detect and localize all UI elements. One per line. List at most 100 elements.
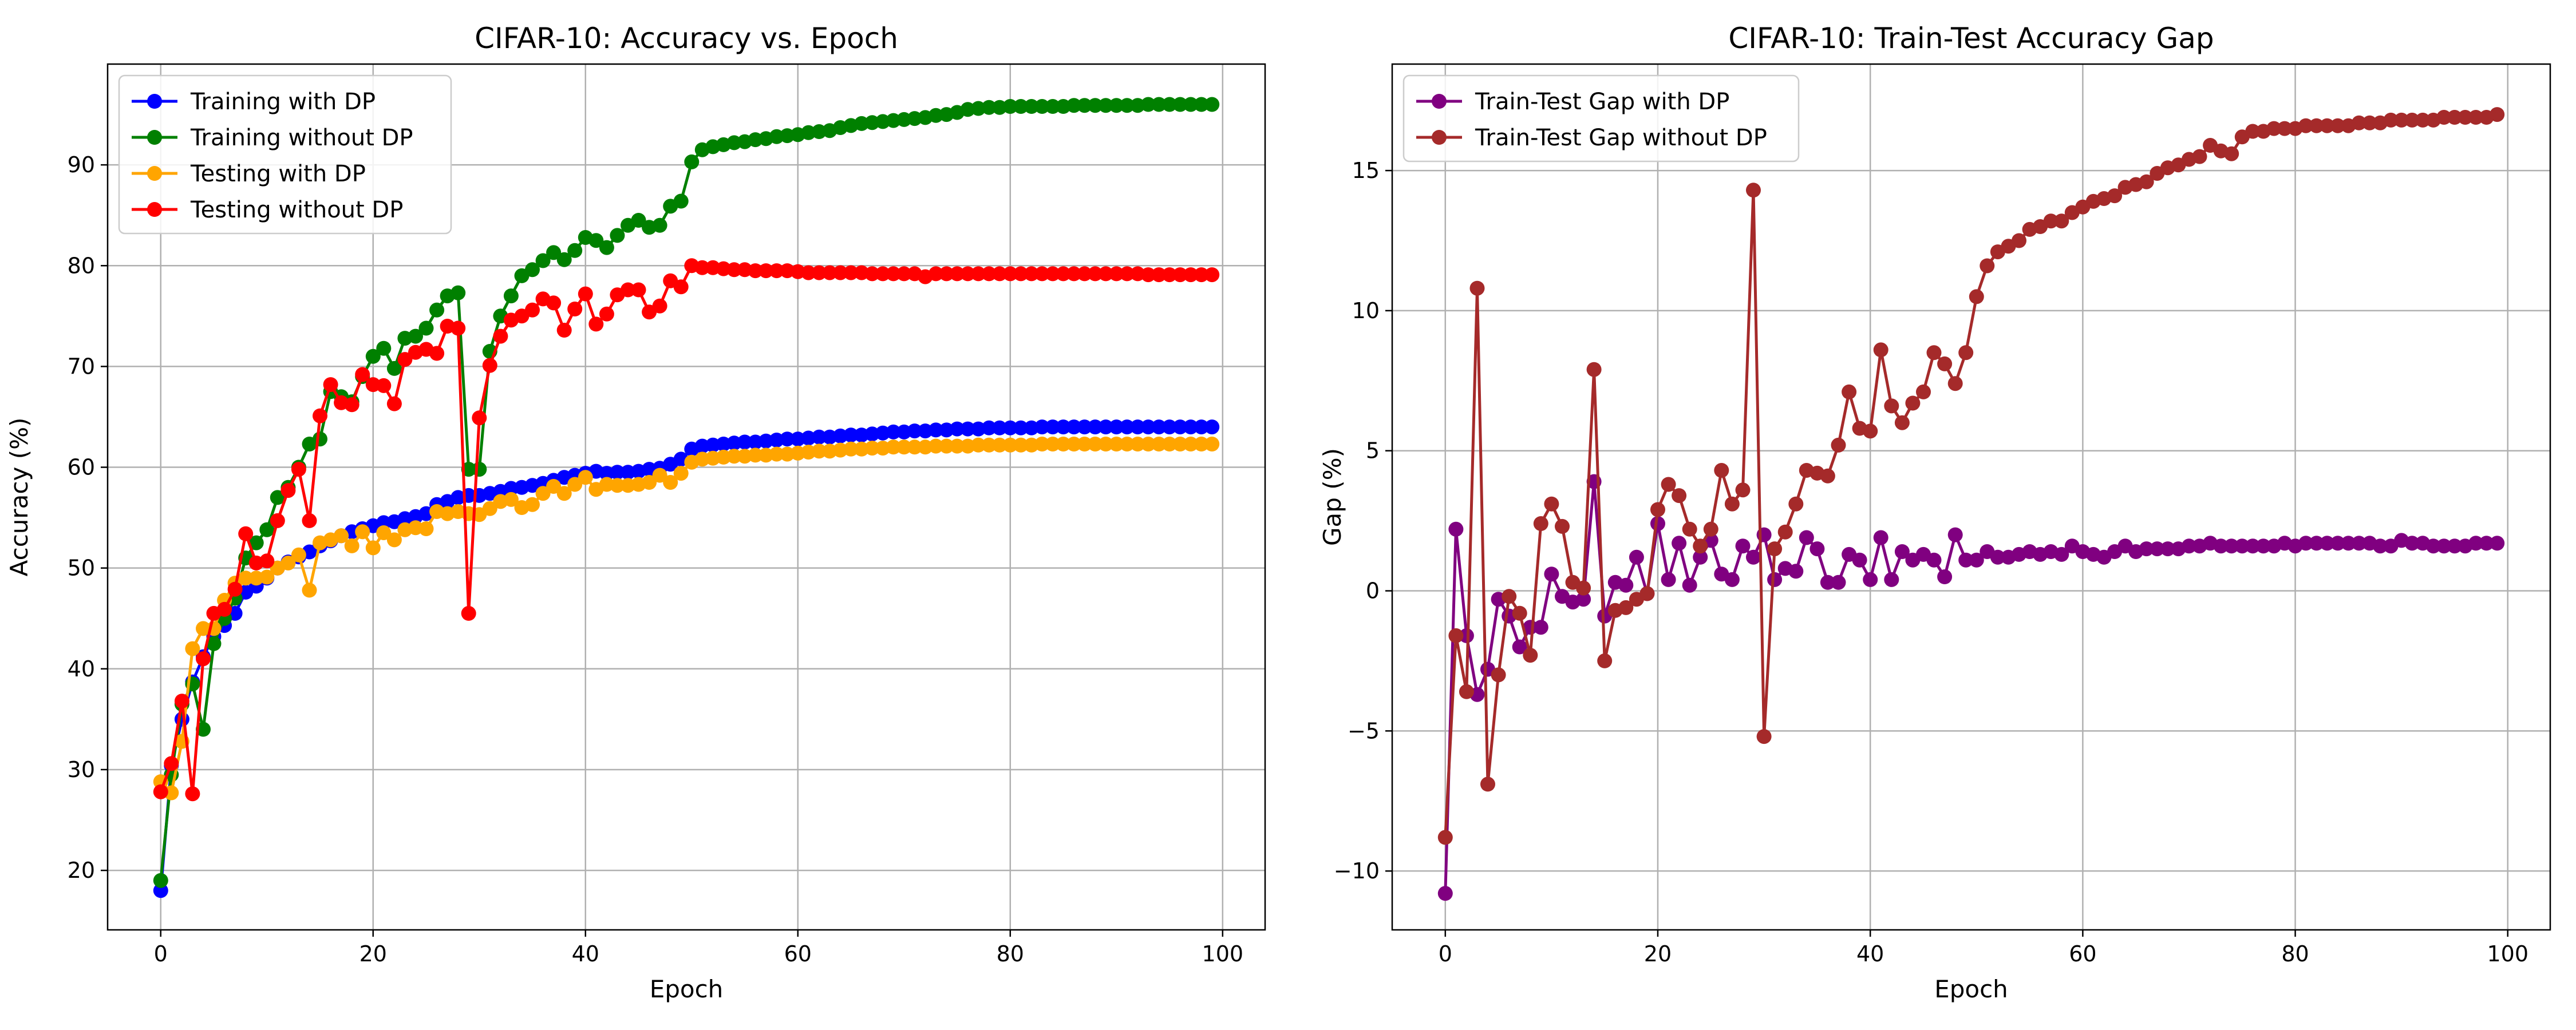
accuracy-series-training-without-dp-point bbox=[1066, 98, 1082, 113]
gap-series-train-test-gap-without-dp-point bbox=[2043, 213, 2059, 229]
accuracy-series-testing-without-dp-point bbox=[355, 367, 370, 382]
accuracy-series-testing-without-dp-point bbox=[780, 263, 795, 279]
accuracy-series-testing-with-dp-point bbox=[652, 468, 667, 483]
accuracy-legend-testing-without-dp-marker bbox=[147, 202, 162, 217]
gap-series-train-test-gap-with-dp-point bbox=[1724, 572, 1740, 587]
gap-series-train-test-gap-without-dp-point bbox=[1820, 468, 1835, 484]
gap-series-train-test-gap-without-dp-point bbox=[2320, 118, 2335, 133]
gap-series-train-test-gap-with-dp-point bbox=[1937, 569, 1953, 584]
accuracy-series-training-without-dp-point bbox=[981, 100, 997, 115]
gap-series-train-test-gap-with-dp-point bbox=[1459, 628, 1474, 643]
accuracy-series-training-with-dp-point bbox=[981, 420, 997, 435]
accuracy-x-tick-label: 100 bbox=[1202, 941, 1244, 966]
gap-legend-train-test-gap-without-dp-marker bbox=[1432, 130, 1447, 145]
gap-series-train-test-gap-without-dp-point bbox=[1873, 342, 1888, 358]
accuracy-series-training-without-dp-point bbox=[907, 111, 922, 126]
gap-series-train-test-gap-with-dp-point bbox=[2436, 538, 2452, 554]
gap-series-train-test-gap-with-dp-point bbox=[1448, 521, 1464, 537]
gap-series-train-test-gap-without-dp-point bbox=[1916, 384, 1931, 399]
accuracy-series-testing-with-dp-point bbox=[386, 532, 402, 548]
accuracy-series-testing-without-dp-point bbox=[1151, 267, 1167, 283]
accuracy-series-training-without-dp-point bbox=[153, 873, 168, 888]
gap-x-tick-label: 40 bbox=[1856, 941, 1884, 966]
accuracy-series-training-without-dp-point bbox=[472, 462, 487, 477]
accuracy-series-testing-without-dp-point bbox=[164, 756, 179, 771]
accuracy-series-testing-without-dp-point bbox=[1109, 266, 1124, 282]
accuracy-series-testing-without-dp-point bbox=[323, 377, 338, 393]
accuracy-series-testing-with-dp-point bbox=[546, 479, 562, 494]
accuracy-series-testing-without-dp-point bbox=[769, 263, 784, 279]
accuracy-series-training-without-dp-point bbox=[313, 431, 327, 447]
accuracy-series-testing-without-dp-point bbox=[472, 410, 487, 426]
accuracy-series-training-without-dp-point bbox=[270, 490, 285, 505]
accuracy-series-testing-without-dp-point bbox=[1204, 267, 1220, 283]
gap-series-train-test-gap-with-dp-point bbox=[1852, 552, 1867, 568]
accuracy-series-testing-without-dp-point bbox=[896, 266, 912, 282]
gap-series-train-test-gap-without-dp-point bbox=[2351, 115, 2366, 130]
accuracy-series-testing-with-dp-point bbox=[376, 525, 392, 540]
accuracy-series-training-without-dp-point bbox=[1045, 99, 1060, 114]
gap-series-train-test-gap-with-dp-point bbox=[2447, 538, 2462, 554]
accuracy-series-testing-without-dp-point bbox=[950, 266, 965, 282]
gap-ticks: 0 20 40 60 80 100 −10 −5 0 5 10 15 bbox=[1334, 158, 2528, 966]
accuracy-series-training-with-dp-point bbox=[950, 421, 965, 437]
accuracy-series-testing-without-dp-point bbox=[1066, 266, 1082, 282]
accuracy-series-testing-without-dp-point bbox=[716, 261, 731, 276]
gap-series-train-test-gap-without-dp-point bbox=[2330, 118, 2345, 133]
gap-series-train-test-gap-with-dp-point bbox=[2351, 536, 2366, 551]
accuracy-series-training-without-dp-point bbox=[599, 240, 614, 255]
accuracy-series-testing-with-dp-point bbox=[896, 439, 912, 455]
gap-series-train-test-gap-without-dp-point bbox=[2298, 118, 2314, 133]
accuracy-series-training-without-dp-point bbox=[376, 340, 392, 356]
accuracy-series-testing-with-dp-point bbox=[1088, 437, 1103, 451]
accuracy-series-testing-without-dp-point bbox=[822, 265, 837, 280]
gap-series-train-test-gap-with-dp-point bbox=[1735, 538, 1751, 554]
accuracy-series-testing-with-dp-point bbox=[726, 449, 742, 464]
accuracy-series-training-without-dp-point bbox=[684, 154, 700, 169]
accuracy-series-training-with-dp-point bbox=[907, 423, 922, 439]
accuracy-series-testing-without-dp-point bbox=[451, 320, 466, 336]
gap-series-train-test-gap-without-dp-point bbox=[1661, 477, 1676, 492]
gap-series-train-test-gap-without-dp-point bbox=[2192, 149, 2207, 164]
gap-series-train-test-gap-without-dp-point bbox=[1746, 183, 1761, 198]
gap-series-train-test-gap-with-dp-point bbox=[1661, 572, 1676, 587]
gap-series-train-test-gap-without-dp-point bbox=[1735, 482, 1751, 498]
accuracy-series-testing-without-dp-point bbox=[567, 302, 583, 316]
accuracy-series-testing-without-dp-point bbox=[875, 266, 891, 282]
accuracy-series-testing-without-dp-point bbox=[1024, 266, 1039, 282]
accuracy-x-tick-label: 40 bbox=[572, 941, 599, 966]
gap-series-train-test-gap-with-dp-point bbox=[1831, 575, 1846, 590]
accuracy-series-testing-with-dp-point bbox=[1034, 437, 1050, 451]
accuracy-series-testing-with-dp-point bbox=[928, 438, 943, 454]
accuracy-series-testing-without-dp-point bbox=[843, 265, 859, 280]
accuracy-series-testing-without-dp-point bbox=[1183, 267, 1199, 283]
gap-series-train-test-gap-without-dp-point bbox=[2436, 110, 2452, 125]
accuracy-series-testing-without-dp-point bbox=[1034, 266, 1050, 282]
gap-series-train-test-gap-with-dp-point bbox=[1650, 516, 1665, 531]
accuracy-series-testing-with-dp-point bbox=[334, 528, 349, 544]
accuracy-series-testing-with-dp-point bbox=[1098, 437, 1113, 451]
accuracy-y-tick-label: 90 bbox=[68, 152, 95, 177]
accuracy-y-tick-label: 20 bbox=[68, 858, 95, 883]
accuracy-series-testing-without-dp-point bbox=[1140, 267, 1156, 283]
accuracy-series-testing-with-dp-point bbox=[525, 497, 540, 512]
gap-series-train-test-gap-without-dp-point bbox=[1480, 777, 1495, 792]
gap-series-train-test-gap-with-dp-point bbox=[1894, 544, 1910, 559]
gap-series-train-test-gap-without-dp-point bbox=[1693, 538, 1708, 554]
accuracy-series-testing-with-dp-point bbox=[1172, 437, 1188, 451]
gap-series-train-test-gap-without-dp-point bbox=[1672, 488, 1687, 504]
gap-series-train-test-gap-without-dp-point bbox=[1469, 280, 1485, 296]
gap-series-train-test-gap-without-dp-point bbox=[2490, 107, 2505, 122]
gap-series-train-test-gap-without-dp-point bbox=[1576, 580, 1591, 596]
accuracy-series-testing-without-dp-point bbox=[227, 581, 243, 597]
accuracy-series-testing-without-dp-point bbox=[376, 378, 392, 393]
accuracy-series-testing-without-dp-point bbox=[1013, 266, 1029, 282]
accuracy-x-axis-label: Epoch bbox=[650, 975, 724, 1003]
gap-y-tick-label: 0 bbox=[1366, 579, 1380, 604]
accuracy-series-testing-with-dp-point bbox=[196, 621, 211, 636]
gap-x-tick-label: 60 bbox=[2069, 941, 2096, 966]
gap-series-train-test-gap-with-dp-point bbox=[2479, 536, 2494, 551]
gap-series-train-test-gap-without-dp-point bbox=[1448, 628, 1464, 643]
gap-y-tick-label: 5 bbox=[1366, 438, 1380, 464]
